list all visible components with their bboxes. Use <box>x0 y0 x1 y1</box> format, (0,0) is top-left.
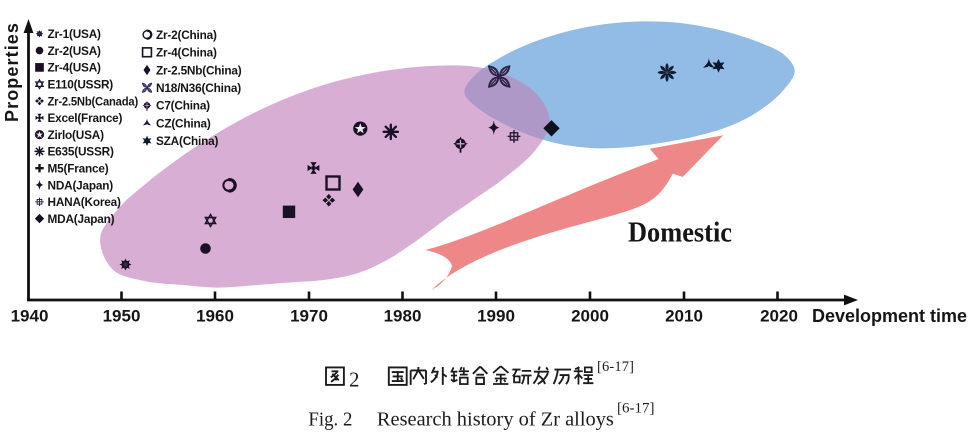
svg-text:Domestic: Domestic <box>628 217 732 249</box>
svg-text:Properties: Properties <box>2 22 22 122</box>
svg-text:Zr-4(China): Zr-4(China) <box>156 46 217 60</box>
svg-text:Zr-2.5Nb(Canada): Zr-2.5Nb(Canada) <box>48 94 139 108</box>
svg-text:SZA(China): SZA(China) <box>156 134 218 148</box>
svg-text:2000: 2000 <box>571 307 609 326</box>
svg-text:1940: 1940 <box>11 307 49 326</box>
svg-text:HANA(Korea): HANA(Korea) <box>48 195 121 209</box>
svg-text:2010: 2010 <box>665 307 703 326</box>
svg-text:1970: 1970 <box>290 307 328 326</box>
svg-text:1990: 1990 <box>477 307 515 326</box>
svg-text:E635(USSR): E635(USSR) <box>48 145 114 159</box>
svg-text:Excel(France): Excel(France) <box>48 111 123 125</box>
svg-text:C7(China): C7(China) <box>156 99 210 113</box>
svg-text:Research history of Zr alloys: Research history of Zr alloys <box>377 408 614 430</box>
svg-text:Zr-4(USA): Zr-4(USA) <box>48 61 102 75</box>
svg-text:Development time: Development time <box>812 306 967 326</box>
svg-text:CZ(China): CZ(China) <box>156 116 211 130</box>
svg-text:[6-17]: [6-17] <box>597 359 634 375</box>
svg-text:MDA(Japan): MDA(Japan) <box>48 212 115 226</box>
svg-text:Zr-2(USA): Zr-2(USA) <box>48 44 102 58</box>
svg-text:M5(France): M5(France) <box>48 162 109 176</box>
svg-text:Zr-2(China): Zr-2(China) <box>156 28 217 42</box>
svg-text:E110(USSR): E110(USSR) <box>48 78 114 92</box>
svg-text:[6-17]: [6-17] <box>617 401 655 417</box>
svg-text:Zr-1(USA): Zr-1(USA) <box>48 27 102 41</box>
svg-text:N18/N36(China): N18/N36(China) <box>156 81 241 95</box>
svg-text:Zr-2.5Nb(China): Zr-2.5Nb(China) <box>156 63 242 77</box>
svg-text:Fig. 2: Fig. 2 <box>308 408 352 430</box>
svg-text:NDA(Japan): NDA(Japan) <box>48 178 114 192</box>
svg-text:1950: 1950 <box>103 307 141 326</box>
svg-text:1960: 1960 <box>196 307 234 326</box>
svg-text:1980: 1980 <box>384 307 422 326</box>
svg-text:2020: 2020 <box>760 307 798 326</box>
svg-text:2: 2 <box>349 368 360 392</box>
svg-text:Zirlo(USA): Zirlo(USA) <box>48 128 105 142</box>
